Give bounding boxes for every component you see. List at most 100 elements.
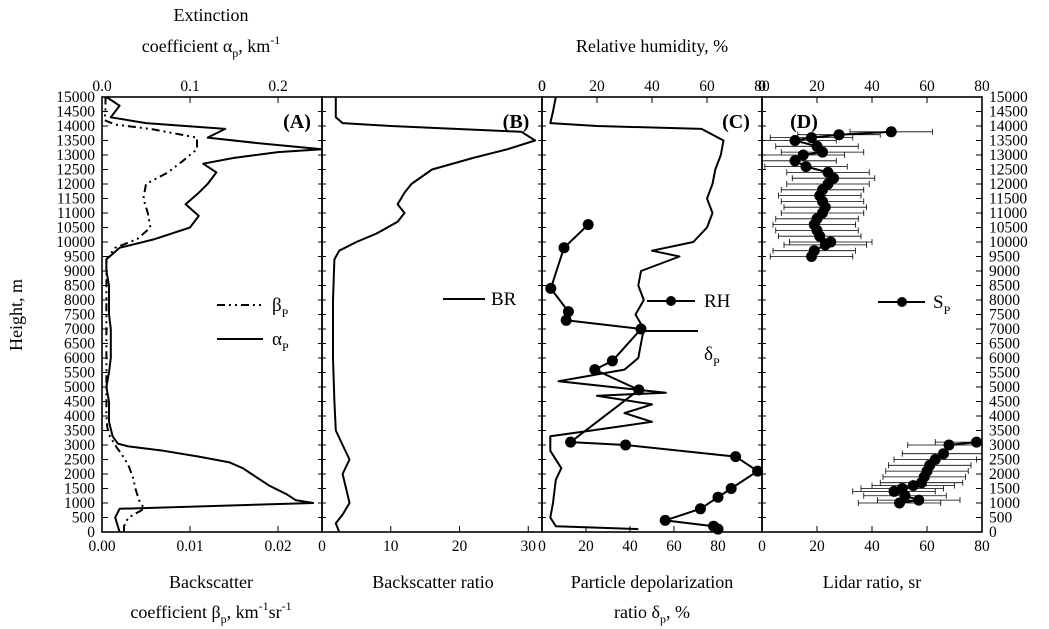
sp-marker xyxy=(817,146,828,158)
sp-low-marker xyxy=(913,494,925,506)
height-tick-label-left: 13500 xyxy=(56,133,95,150)
x-tick-label-top: 20 xyxy=(809,78,825,95)
height-tick-label-left: 9500 xyxy=(64,249,95,266)
sp-marker xyxy=(789,135,801,146)
legend-d-sp-label: SP xyxy=(933,292,951,317)
height-tick-label-left: 9000 xyxy=(64,263,95,280)
x-tick-label-top: 0.0 xyxy=(92,78,112,95)
height-tick-label-right: 6500 xyxy=(989,336,1020,353)
height-tick-label-left: 4500 xyxy=(64,394,95,411)
delta-p-marker xyxy=(635,323,647,335)
delta-p-marker xyxy=(562,306,574,318)
depol-axis-title-line1: Particle depolarization xyxy=(571,572,733,592)
x-tick-label-top: 0.2 xyxy=(268,78,287,95)
x-tick-label-bottom: 20 xyxy=(452,538,468,555)
height-tick-label-left: 7000 xyxy=(64,321,95,338)
height-tick-label-right: 11000 xyxy=(989,205,1027,222)
x-tick-label-top: 80 xyxy=(754,78,770,95)
x-tick-label-top: 40 xyxy=(864,78,880,95)
x-tick-label-top: 80 xyxy=(974,78,990,95)
sp-line xyxy=(794,130,892,257)
delta-p-marker xyxy=(606,355,618,367)
br-axis-title: Backscatter ratio xyxy=(372,572,493,592)
height-tick-label-left: 2000 xyxy=(64,466,95,483)
height-tick-label-right: 5500 xyxy=(989,365,1020,382)
height-tick-label-right: 7000 xyxy=(989,321,1020,338)
panel-label-b: (B) xyxy=(503,111,530,133)
x-tick-label-bottom: 0 xyxy=(758,538,766,555)
height-tick-label-right: 15000 xyxy=(989,89,1028,106)
legend-d-sp-marker xyxy=(897,297,907,307)
delta-p-marker xyxy=(725,483,737,494)
panel-label-c: (C) xyxy=(722,111,750,133)
height-tick-label-left: 2500 xyxy=(64,452,95,469)
sp-low-marker xyxy=(971,436,982,448)
rh-line xyxy=(549,96,725,531)
humidity-axis-title: Relative humidity, % xyxy=(576,36,728,56)
height-axis-title: Height, m xyxy=(6,279,26,351)
height-tick-label-left: 4000 xyxy=(64,408,95,425)
delta-p-marker xyxy=(712,523,724,535)
delta-p-marker xyxy=(730,451,742,463)
height-tick-label-right: 8500 xyxy=(989,278,1020,295)
height-tick-label-right: 2000 xyxy=(989,466,1020,483)
height-tick-label-right: 4000 xyxy=(989,408,1020,425)
sp-marker xyxy=(789,155,801,167)
extinction-axis-title-line1: Extinction xyxy=(174,5,249,25)
height-tick-label-left: 10500 xyxy=(56,220,95,237)
x-tick-label-top: 0 xyxy=(758,78,766,95)
height-tick-label-left: 12000 xyxy=(56,176,95,193)
depol-axis-title-line2: ratio δp, % xyxy=(614,602,690,626)
sp-low-marker xyxy=(938,448,949,460)
x-tick-label-bottom: 20 xyxy=(809,538,825,555)
height-tick-label-left: 1500 xyxy=(64,481,95,498)
x-tick-label-bottom: 60 xyxy=(666,538,682,555)
height-tick-label-right: 3500 xyxy=(989,423,1020,440)
height-tick-label-left: 8500 xyxy=(64,278,95,295)
x-tick-label-top: 0 xyxy=(538,78,546,95)
height-tick-label-left: 13000 xyxy=(56,147,95,164)
x-tick-label-bottom: 0 xyxy=(538,538,546,555)
height-tick-label-right: 5000 xyxy=(989,379,1020,396)
backscatter-axis-title-line1: Backscatter xyxy=(169,572,253,592)
x-tick-label-top: 40 xyxy=(644,78,660,95)
height-tick-label-right: 4500 xyxy=(989,394,1020,411)
x-tick-label-bottom: 0 xyxy=(318,538,326,555)
height-tick-label-left: 5500 xyxy=(64,365,95,382)
legend-c-delta-label: δP xyxy=(704,344,720,369)
legend-b-br-label: BR xyxy=(491,289,517,310)
delta-p-marker xyxy=(560,314,572,326)
delta-p-marker xyxy=(659,514,671,526)
height-tick-label-left: 3000 xyxy=(64,437,95,454)
height-tick-label-left: 6500 xyxy=(64,336,95,353)
x-tick-label-top: 0 xyxy=(538,78,546,95)
legend-a-alpha-label: αP xyxy=(272,329,289,354)
legend-c: RH δP xyxy=(647,291,731,369)
height-tick-label-right: 3000 xyxy=(989,437,1020,454)
height-tick-label-right: 500 xyxy=(989,510,1013,527)
height-tick-label-left: 11500 xyxy=(57,191,95,208)
height-tick-label-left: 14000 xyxy=(56,118,95,135)
height-tick-label-left: 7500 xyxy=(64,307,95,324)
x-tick-label-top: 60 xyxy=(699,78,715,95)
height-tick-label-right: 13000 xyxy=(989,147,1028,164)
height-tick-label-right: 10000 xyxy=(989,234,1028,251)
sp-low-marker xyxy=(894,497,905,509)
br-line xyxy=(332,97,537,533)
sp-marker xyxy=(797,149,809,161)
height-tick-label-right: 10500 xyxy=(989,220,1028,237)
delta-p-marker xyxy=(712,491,724,503)
x-tick-label-top: 60 xyxy=(919,78,935,95)
height-tick-label-left: 10000 xyxy=(56,234,95,251)
height-tick-label-right: 12000 xyxy=(989,176,1028,193)
delta-p-marker xyxy=(558,242,570,254)
height-tick-label-right: 11500 xyxy=(989,191,1027,208)
sp-low-marker xyxy=(907,480,919,492)
height-tick-label-left: 15000 xyxy=(56,89,95,106)
x-tick-label-bottom: 10 xyxy=(383,538,399,555)
legend-c-rh-label: RH xyxy=(704,291,731,312)
delta-p-marker xyxy=(589,364,601,376)
x-tick-label-top: 0 xyxy=(758,78,766,95)
x-tick-label-top: 0.1 xyxy=(180,78,199,95)
